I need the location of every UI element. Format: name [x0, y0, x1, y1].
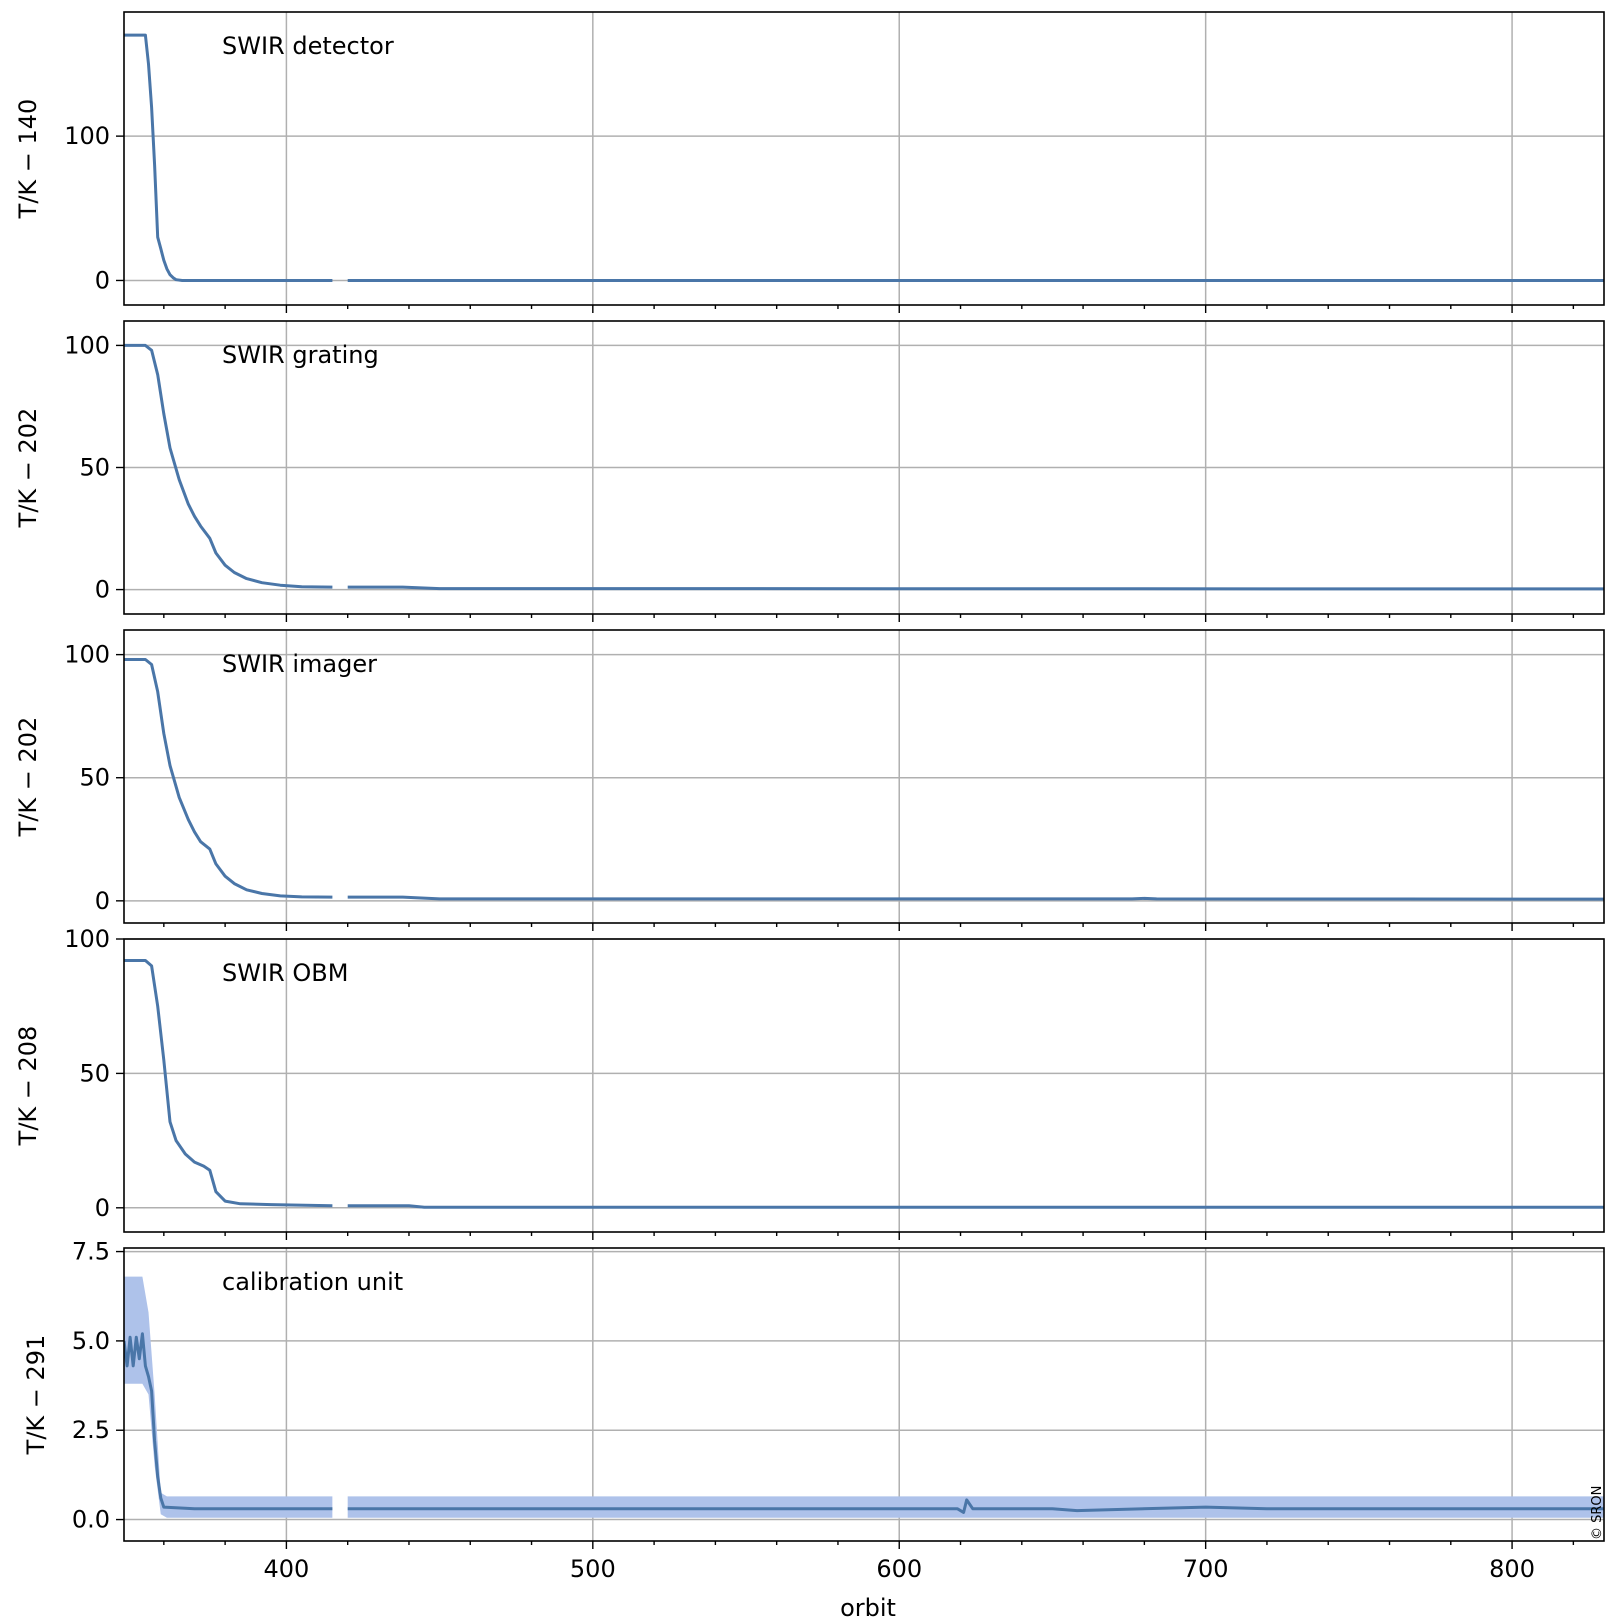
x-axis-label: orbit [840, 1594, 896, 1622]
uncertainty-band [347, 1496, 1604, 1518]
y-axis-label: T/K − 202 [14, 717, 42, 838]
y-axis-label: T/K − 140 [14, 99, 42, 220]
series-line [124, 33, 1604, 282]
y-tick-label: 100 [64, 925, 110, 953]
plot-area [124, 33, 1604, 282]
x-tick-label: 400 [263, 1555, 309, 1583]
panel-label: SWIR detector [222, 32, 394, 60]
y-axis-label: T/K − 291 [22, 1335, 50, 1456]
plot-area [124, 1276, 1604, 1518]
panel-label: SWIR grating [222, 341, 379, 369]
y-tick-label: 100 [64, 122, 110, 150]
x-tick-label: 500 [570, 1555, 616, 1583]
y-tick-label: 7.5 [72, 1238, 110, 1266]
series-line [124, 959, 1604, 1209]
uncertainty-band [124, 1276, 333, 1518]
axes-frame [123, 11, 1605, 306]
panel-label: calibration unit [222, 1268, 403, 1296]
y-tick-label: 100 [64, 331, 110, 359]
y-tick-label: 5.0 [72, 1327, 110, 1355]
y-tick-label: 0 [95, 1194, 110, 1222]
plot-area [124, 658, 1604, 901]
y-tick-label: 100 [64, 641, 110, 669]
y-tick-label: 2.5 [72, 1416, 110, 1444]
y-tick-label: 0 [95, 576, 110, 604]
axes-frame [123, 938, 1605, 1233]
credit-text: © SRON [1590, 1486, 1605, 1540]
x-tick-label: 800 [1489, 1555, 1535, 1583]
series-line [124, 658, 1604, 901]
y-tick-label: 50 [79, 764, 110, 792]
x-tick-label: 600 [876, 1555, 922, 1583]
plot-area [124, 959, 1604, 1209]
y-tick-label: 0 [95, 887, 110, 915]
y-axis-label: T/K − 208 [14, 1026, 42, 1147]
y-tick-label: 50 [79, 1059, 110, 1087]
panel-label: SWIR imager [222, 650, 377, 678]
axes-frame [123, 629, 1605, 924]
y-tick-label: 0.0 [72, 1506, 110, 1534]
x-tick-label: 700 [1183, 1555, 1229, 1583]
series-line [124, 1332, 1604, 1514]
panel-label: SWIR OBM [222, 959, 348, 987]
y-tick-label: 50 [79, 454, 110, 482]
axes-frame [123, 1247, 1605, 1542]
panel-0: 0 100 SWIR detector T/K − 140 [14, 11, 1605, 313]
panel-4: 0.0 2.5 5.0 7.5 calibration unit T/K − 291 400… [22, 1238, 1605, 1583]
panel-3: 0 50 100 SWIR OBM T/K − 208 [14, 925, 1605, 1240]
series-line [124, 343, 1604, 591]
y-tick-label: 0 [95, 266, 110, 294]
y-axis-label: T/K − 202 [14, 408, 42, 529]
panels: 0 100 SWIR detector T/K − 140 0 50 100 SWIR gra… [14, 11, 1605, 1583]
panel-1: 0 50 100 SWIR grating T/K − 202 [14, 320, 1605, 622]
plot-area [124, 343, 1604, 591]
panel-2: 0 50 100 SWIR imager T/K − 202 [14, 629, 1605, 931]
